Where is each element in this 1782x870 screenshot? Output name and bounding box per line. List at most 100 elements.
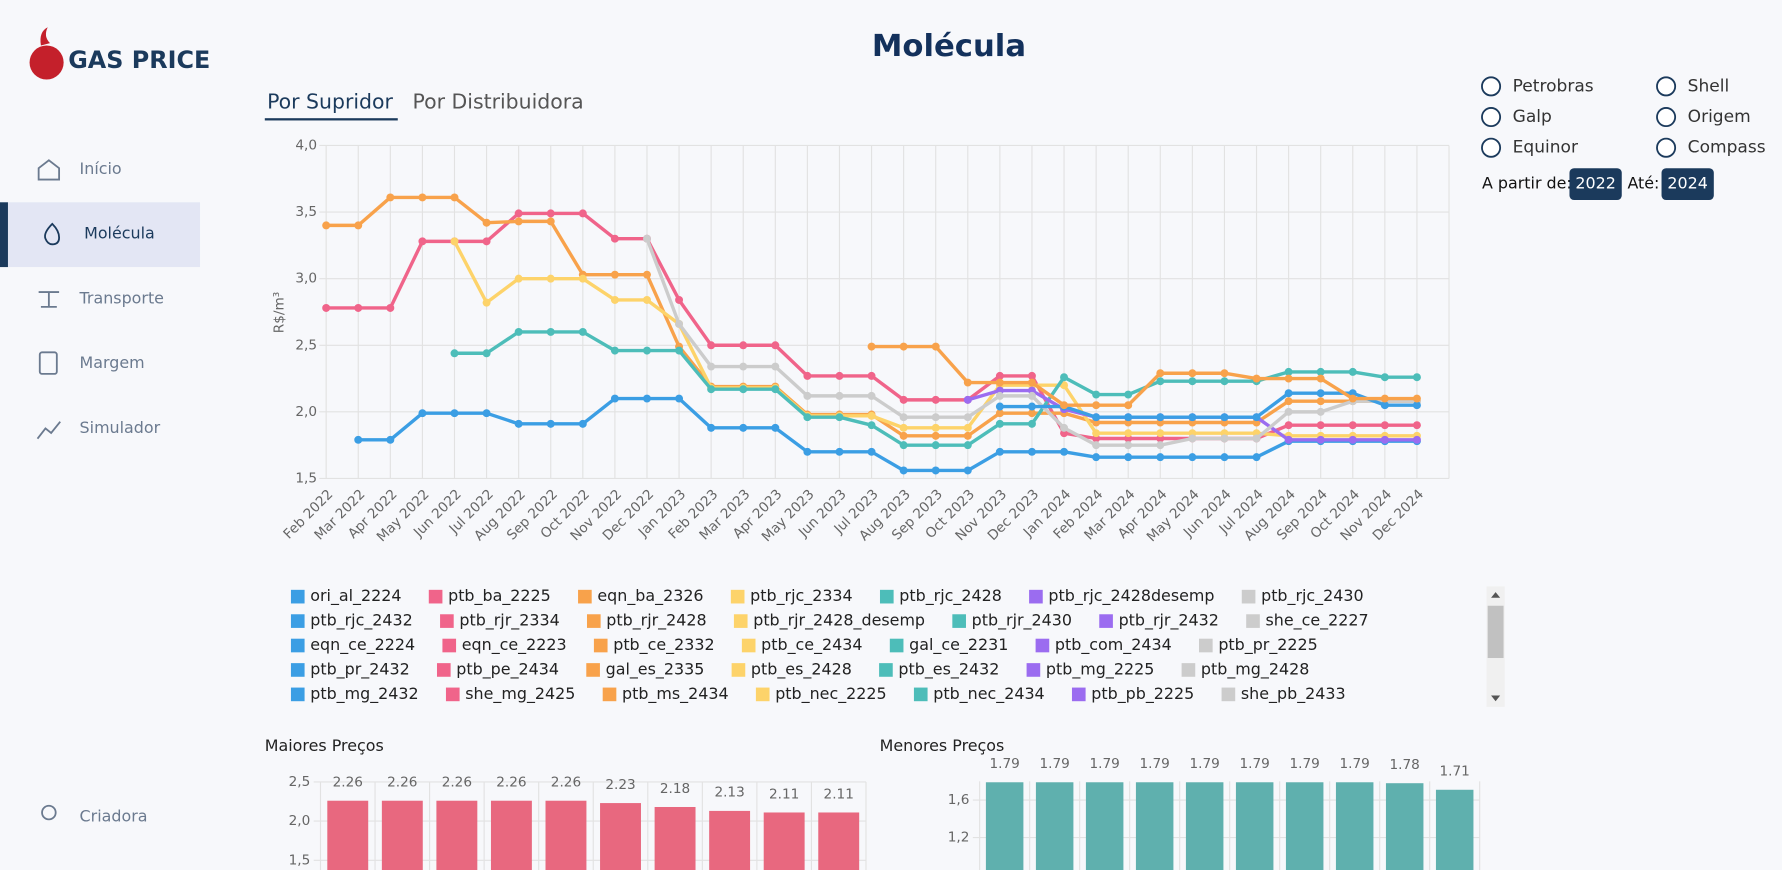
radio-label[interactable]: Origem	[1688, 107, 1751, 127]
legend-item[interactable]: eqn_ce_2224	[290, 635, 415, 655]
radio-label[interactable]: Compass	[1688, 138, 1766, 158]
point	[1156, 377, 1165, 386]
point	[1027, 391, 1036, 400]
radio-label[interactable]: Shell	[1688, 76, 1730, 96]
radio-label[interactable]: Galp	[1513, 107, 1552, 127]
bar	[1085, 782, 1124, 870]
value-label: 1.79	[1039, 756, 1069, 772]
legend-item[interactable]: eqn_ce_2223	[442, 635, 567, 655]
legend-item[interactable]: ptb_nec_2225	[755, 684, 887, 704]
point	[771, 341, 780, 350]
legend-item[interactable]: ptb_mg_2432	[290, 684, 419, 704]
bar	[818, 812, 860, 870]
legend-label: eqn_ce_2224	[310, 635, 415, 655]
legend-swatch	[879, 589, 894, 604]
point	[1284, 435, 1293, 444]
legend-item[interactable]: ptb_rjc_2428desemp	[1029, 586, 1215, 606]
radio[interactable]	[1656, 107, 1677, 128]
legend-item[interactable]: ptb_rjc_2430	[1241, 586, 1364, 606]
legend-item[interactable]: ori_al_2224	[290, 586, 402, 606]
y-tick-label: 2,0	[295, 404, 317, 420]
scroll-thumb[interactable]	[1487, 605, 1504, 659]
point	[610, 295, 619, 304]
legend-swatch	[442, 638, 457, 653]
point	[1252, 453, 1261, 462]
radio[interactable]	[1656, 137, 1677, 158]
legend-item[interactable]: eqn_ba_2326	[578, 586, 704, 606]
legend-item[interactable]: ptb_pr_2432	[290, 659, 410, 679]
legend-swatch	[586, 614, 601, 628]
nav-item[interactable]: Margem	[80, 353, 145, 372]
legend-item[interactable]: ptb_pr_2225	[1198, 635, 1318, 655]
legend-item[interactable]: ptb_ce_2332	[593, 635, 715, 655]
point	[514, 327, 523, 336]
legend-item[interactable]: ptb_ce_2434	[741, 635, 863, 655]
legend-item[interactable]: ptb_rjc_2432	[290, 611, 413, 631]
point	[482, 218, 491, 227]
legend-item[interactable]: she_pb_2433	[1221, 684, 1346, 704]
point	[899, 413, 908, 422]
point	[963, 441, 972, 450]
legend-item[interactable]: ptb_rjr_2334	[440, 611, 560, 631]
legend-item[interactable]: ptb_rjr_2428_desemp	[733, 611, 925, 631]
bar	[1385, 783, 1424, 870]
legend-swatch	[952, 614, 966, 628]
radio[interactable]	[1656, 76, 1677, 97]
radio-label[interactable]: Petrobras	[1513, 76, 1594, 96]
bar	[1335, 782, 1374, 870]
nav-item[interactable]: Molécula	[84, 224, 155, 243]
point	[1027, 447, 1036, 456]
point	[450, 237, 459, 246]
nav-item[interactable]: Início	[80, 159, 122, 178]
legend-item[interactable]: ptb_rjr_2432	[1099, 611, 1219, 631]
legend-item[interactable]: ptb_nec_2434	[913, 684, 1045, 704]
legend-item[interactable]: she_ce_2227	[1246, 611, 1369, 631]
legend-item[interactable]: ptb_es_2428	[731, 659, 852, 679]
point	[867, 342, 876, 351]
legend-item[interactable]: ptb_rjr_2430	[952, 611, 1072, 631]
point	[867, 391, 876, 400]
legend-item[interactable]: ptb_rjc_2334	[730, 586, 853, 606]
year-value[interactable]: 2024	[1667, 174, 1707, 193]
point	[835, 413, 844, 422]
legend-item[interactable]: ptb_pe_2434	[436, 659, 559, 679]
nav-item[interactable]: Criadora	[80, 807, 148, 826]
y-tick-label: 1,5	[295, 470, 317, 486]
legend-item[interactable]: ptb_es_2432	[879, 659, 999, 679]
legend-item[interactable]: ptb_ms_2434	[602, 684, 729, 704]
year-value[interactable]: 2022	[1575, 174, 1615, 193]
value-label: 1.71	[1440, 764, 1470, 780]
nav-item[interactable]: Simulador	[80, 418, 161, 437]
point	[995, 402, 1004, 411]
legend-item[interactable]: she_mg_2425	[445, 684, 575, 704]
radio-label[interactable]: Equinor	[1513, 138, 1578, 158]
legend-item[interactable]: gal_ce_2231	[889, 635, 1009, 655]
point	[803, 371, 812, 380]
legend-label: she_mg_2425	[465, 684, 575, 704]
point	[482, 349, 491, 358]
legend-item[interactable]: ptb_ba_2225	[428, 586, 551, 606]
radio[interactable]	[1481, 107, 1502, 128]
point	[1124, 429, 1133, 438]
legend-item[interactable]: ptb_com_2434	[1035, 635, 1172, 655]
legend-item[interactable]: gal_es_2335	[586, 659, 704, 679]
tab[interactable]: Por Distribuidora	[413, 89, 584, 113]
nav-item[interactable]: Transporte	[79, 288, 164, 307]
tab[interactable]: Por Supridor	[267, 89, 393, 113]
legend-item[interactable]: ptb_rjr_2428	[586, 611, 707, 631]
bar	[654, 806, 696, 870]
year-input[interactable]	[1661, 168, 1714, 201]
series-line	[358, 396, 1417, 473]
legend-item[interactable]: ptb_mg_2428	[1181, 659, 1310, 679]
point	[643, 295, 651, 304]
radio[interactable]	[1481, 137, 1502, 158]
point	[1092, 441, 1101, 450]
y-axis-label: R$/m³	[272, 292, 288, 333]
radio[interactable]	[1481, 76, 1502, 97]
bar	[1135, 782, 1174, 870]
legend-item[interactable]: ptb_mg_2225	[1026, 659, 1155, 679]
nav-active-bg	[0, 202, 201, 268]
year-input[interactable]	[1569, 168, 1622, 201]
legend-item[interactable]: ptb_pb_2225	[1071, 684, 1194, 704]
legend-item[interactable]: ptb_rjc_2428	[879, 586, 1002, 606]
